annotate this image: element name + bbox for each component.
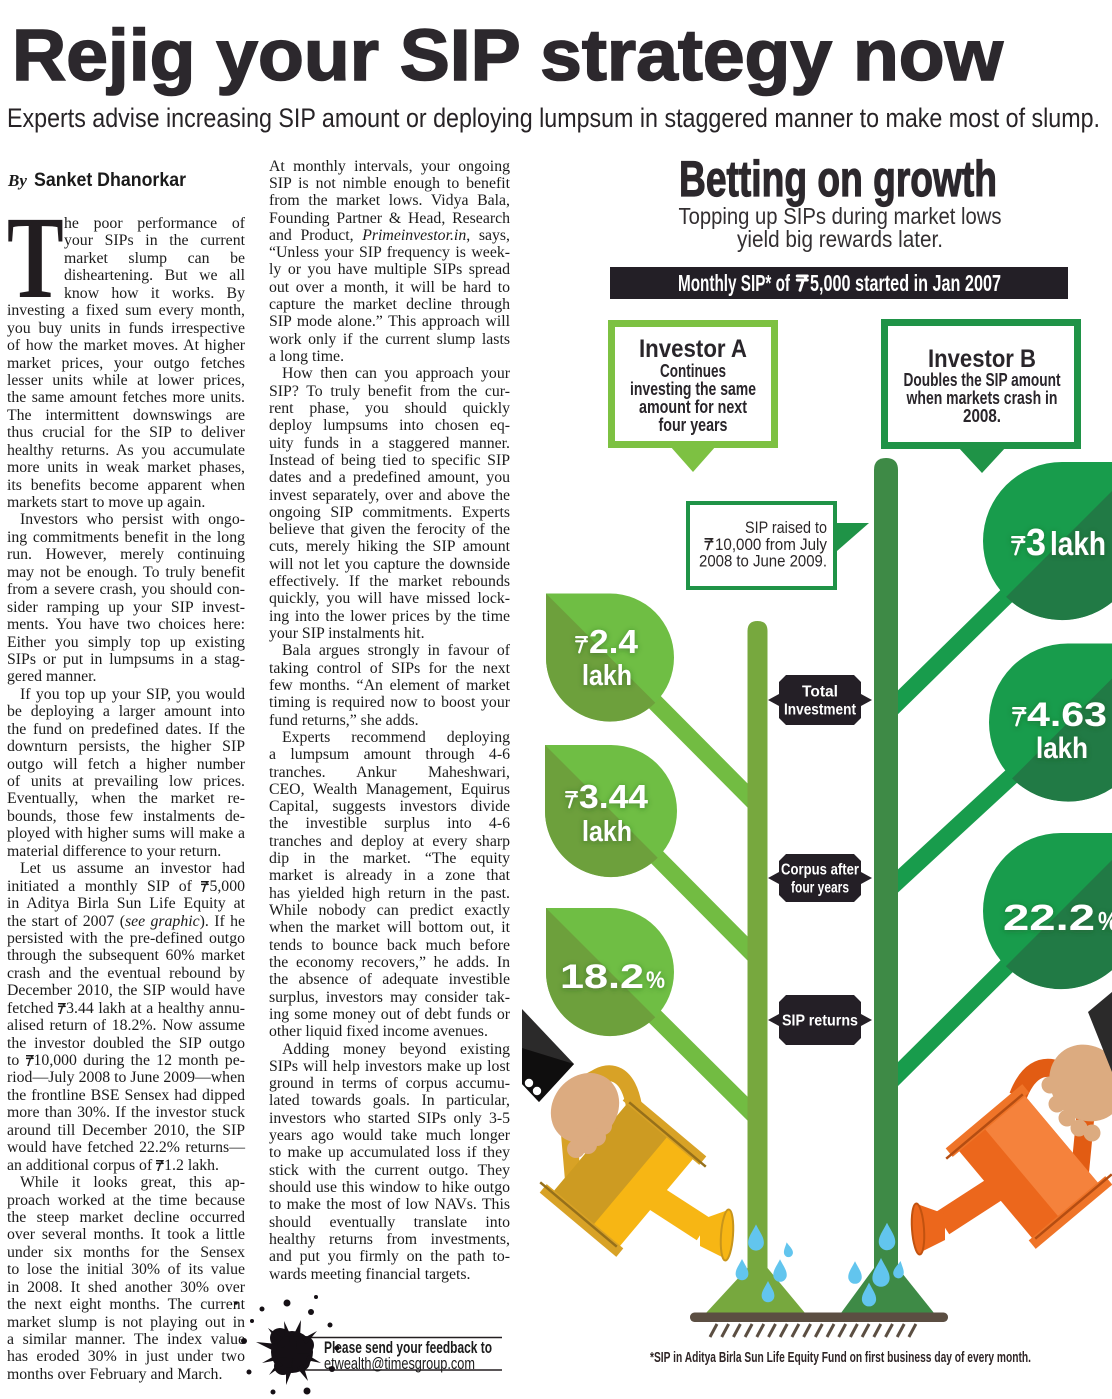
svg-text:lakh: lakh [582,816,632,848]
svg-text:lakh: lakh [1050,525,1106,562]
svg-text:Corpus after: Corpus after [781,862,859,879]
svg-text:%: % [646,967,665,994]
svg-text:Investor A: Investor A [639,335,747,363]
svg-text:SIP returns: SIP returns [782,1013,858,1030]
svg-text:3: 3 [1026,522,1046,564]
svg-text:Monthly SIP* of: Monthly SIP* of [678,270,790,296]
svg-text:*SIP in Aditya Birla Sun Life: *SIP in Aditya Birla Sun Life Equity Fun… [650,1350,1031,1366]
svg-text:investing the same: investing the same [630,379,756,399]
svg-text:etwealth@timesgroup.com: etwealth@timesgroup.com [324,1354,475,1373]
svg-text:Betting on growth: Betting on growth [679,151,997,207]
svg-text:Total: Total [802,684,838,701]
svg-text:lakh: lakh [1036,732,1088,765]
svg-text:lakh: lakh [582,660,632,692]
svg-text:18.2: 18.2 [560,958,644,996]
svg-text:3.44: 3.44 [579,778,649,815]
svg-text:Experts advise increasing SIP: Experts advise increasing SIP amount or … [7,103,1100,133]
svg-text:four years: four years [659,415,728,435]
svg-text:Topping up SIPs during market: Topping up SIPs during market lows [679,203,1002,229]
svg-text:%: % [1098,906,1112,936]
svg-text:Continues: Continues [660,361,726,381]
svg-text:four years: four years [791,880,849,897]
svg-text:Investment: Investment [784,702,857,719]
svg-text:10,000 from July: 10,000 from July [715,535,827,554]
svg-text:2008.: 2008. [963,406,1001,426]
svg-text:Please send your feedback to: Please send your feedback to [324,1338,492,1357]
svg-text:22.2: 22.2 [1003,897,1095,938]
svg-text:4.63: 4.63 [1027,696,1107,734]
svg-text:2008 to June 2009.: 2008 to June 2009. [699,552,827,571]
svg-text:2.4: 2.4 [589,623,639,660]
svg-text:when markets crash in: when markets crash in [906,388,1058,408]
svg-text:5,000 started in Jan 2007: 5,000 started in Jan 2007 [810,270,1001,296]
svg-text:amount for next: amount for next [639,397,747,417]
svg-text:Sanket Dhanorkar: Sanket Dhanorkar [34,170,187,191]
svg-text:SIP raised to: SIP raised to [745,518,827,537]
svg-text:Doubles the SIP amount: Doubles the SIP amount [904,370,1061,390]
svg-text:Investor B: Investor B [928,345,1036,373]
svg-text:Rejig your SIP strategy now: Rejig your SIP strategy now [12,16,1004,96]
svg-text:By: By [7,171,27,190]
svg-text:yield big rewards later.: yield big rewards later. [737,226,943,252]
